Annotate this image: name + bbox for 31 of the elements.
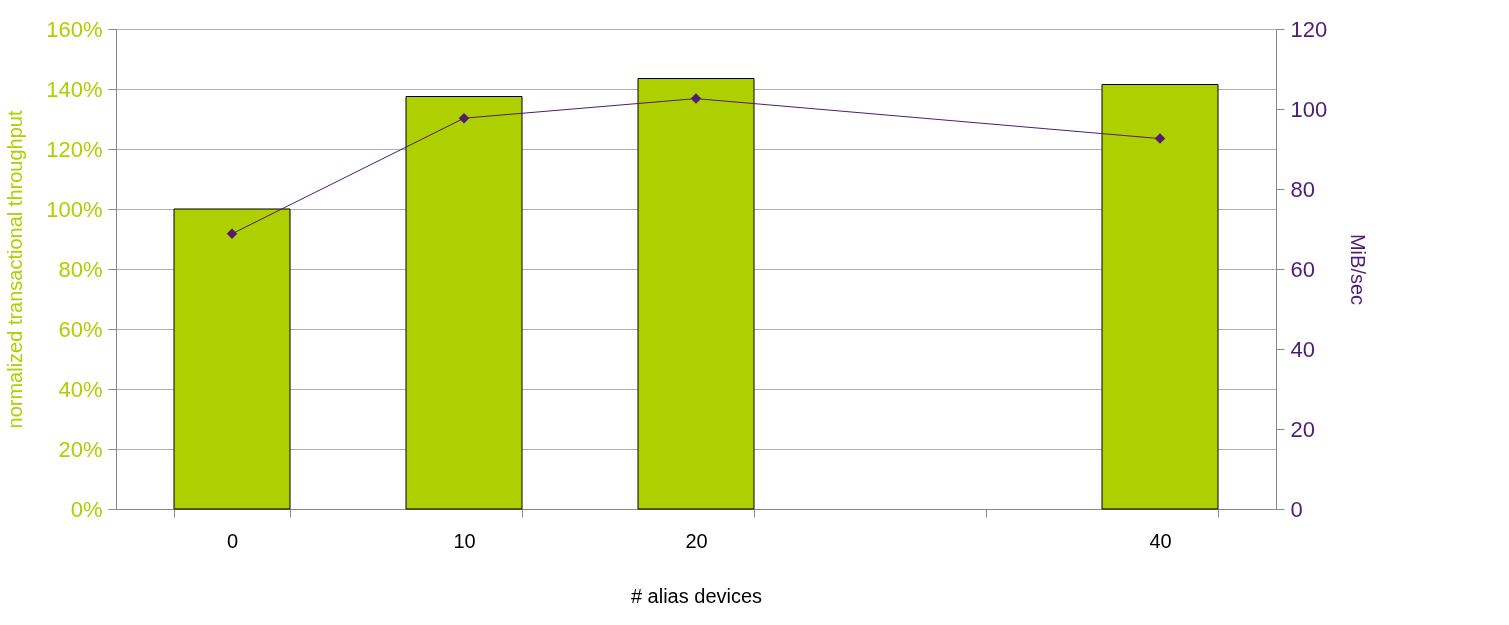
y2-tick-label: 0 [1290,496,1303,522]
y-tick-label: 60% [58,316,103,342]
y-tick-label: 100% [46,196,103,222]
y-tick-label: 40% [58,376,103,402]
x-tick-label: 10 [453,529,476,552]
y2-tick-label: 120 [1290,16,1328,42]
y2-tick-label: 100 [1290,96,1328,122]
y2-axis-title: MiB/sec [1347,233,1370,306]
x-tick-label: 0 [226,529,239,552]
y2-tick-label: 20 [1290,416,1315,442]
y2-tick-label: 80 [1290,176,1315,202]
y-tick-label: 20% [58,436,103,462]
bar [637,78,755,510]
bar [405,96,523,510]
y2-tick-label: 40 [1290,336,1315,362]
y-tick-label: 0% [70,496,103,522]
x-tick-label: 20 [685,529,708,552]
y-tick-label: 80% [58,256,103,282]
bar [1101,84,1219,510]
y-tick-label: 160% [46,16,103,42]
y2-tick-label: 60 [1290,256,1315,282]
point [1154,133,1166,144]
point [690,93,702,104]
y-tick-label: 140% [46,76,103,102]
y-axis-title: normalized transactional throughput [4,110,27,429]
point [226,228,238,240]
bar [173,208,291,510]
point [458,112,470,124]
x-tick-label: 40 [1149,529,1172,552]
y-tick-label: 120% [46,136,103,162]
x-axis-title: # alias devices [630,584,763,607]
